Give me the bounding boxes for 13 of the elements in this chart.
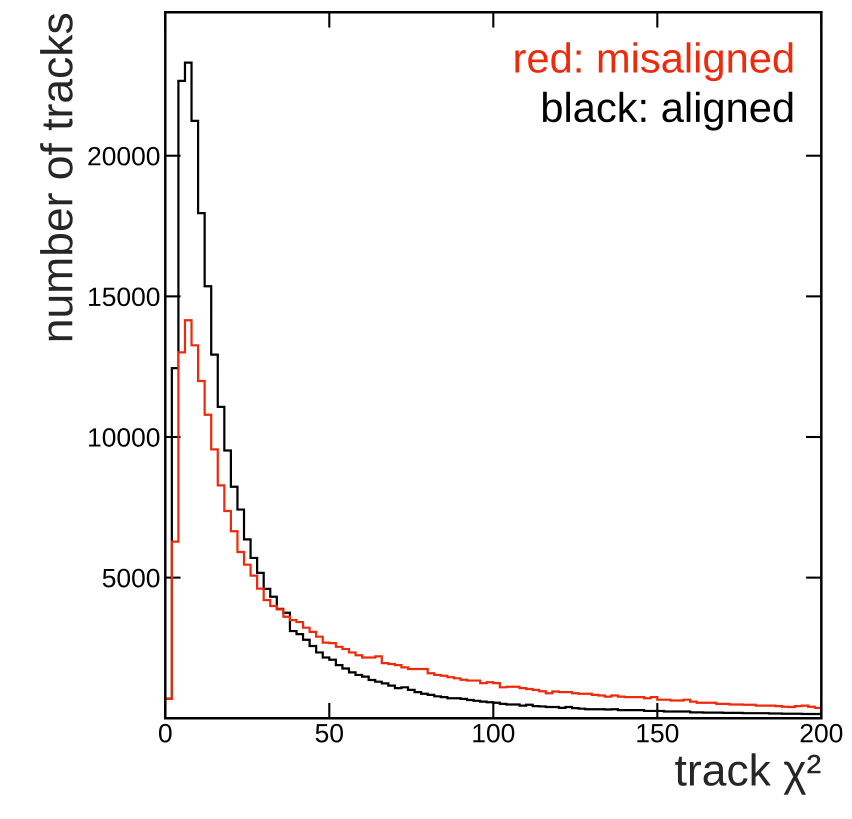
x-tick-label: 50 — [316, 724, 343, 743]
annotation: red: misaligned — [515, 42, 792, 82]
y-axis-title: number of tracks — [40, 14, 73, 340]
x-axis-title: track χ² — [675, 753, 820, 795]
y-tick-label: 10000 — [89, 428, 160, 447]
annotation: black: aligned — [542, 92, 792, 131]
y-tick-label: 5000 — [102, 568, 160, 588]
x-tick-label: 100 — [473, 724, 514, 743]
y-tick-label: 20000 — [88, 146, 160, 166]
x-tick-label: 200 — [800, 724, 842, 743]
x-tick-label: 150 — [637, 724, 678, 743]
y-tick-label: 15000 — [89, 288, 160, 306]
x-tick-label: 0 — [158, 724, 172, 743]
